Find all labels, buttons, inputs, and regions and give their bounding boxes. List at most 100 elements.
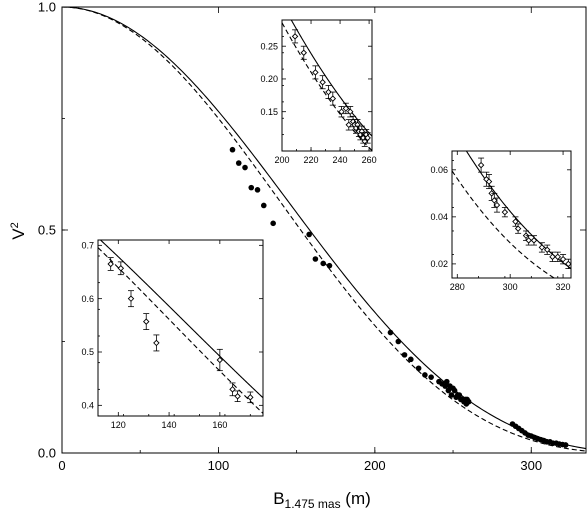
main-x-tick-label: 300 xyxy=(520,458,542,473)
main-data-point xyxy=(415,365,422,372)
inset-right-data-point xyxy=(565,260,572,268)
inset-right-data-point xyxy=(477,161,485,169)
inset-left-x-tick-label: 140 xyxy=(162,420,177,430)
main-data-point xyxy=(320,260,327,267)
inset-left-x-tick-label: 120 xyxy=(111,420,126,430)
inset-middle-data-point xyxy=(329,95,337,102)
inset-middle-y-tick-label: 0.20 xyxy=(260,74,278,84)
inset-right-data-point xyxy=(530,237,538,244)
main-model-curve-solid xyxy=(62,7,586,450)
inset-left-plot-frame xyxy=(97,239,264,417)
main-data-point xyxy=(326,262,333,269)
inset-middle-data-point xyxy=(345,121,353,129)
x-axis-title: B1.475 mas (m) xyxy=(273,489,371,511)
main-data-point xyxy=(254,187,261,193)
inset-right-y-tick-label: 0.02 xyxy=(430,259,448,269)
main-data-point xyxy=(270,220,276,227)
inset-right-data-point xyxy=(538,244,546,251)
main-data-point xyxy=(448,392,455,398)
main-data-point xyxy=(260,202,267,209)
inset-right-x-tick-label: 280 xyxy=(450,282,465,292)
inset-middle-data-point xyxy=(346,108,354,115)
inset-right-data-point xyxy=(493,201,501,209)
inset-right-data-point xyxy=(549,253,556,261)
inset-middle-data-point xyxy=(325,88,332,96)
inset-left-data-point xyxy=(247,394,254,401)
main-y-tick-label: 0.0 xyxy=(38,446,56,461)
main-data-point xyxy=(401,352,408,358)
inset-middle-data-point xyxy=(342,105,350,112)
inset-middle-y-tick-label: 0.15 xyxy=(260,107,278,117)
y-axis-title: V2 xyxy=(9,222,28,239)
x-axis-title-unit: (m) xyxy=(341,489,371,508)
inset-right-data-point xyxy=(559,255,567,263)
inset-right-data-point xyxy=(525,237,532,244)
inset-plot-left: 120 140 160 0.4 0.5 0.6 0.7 xyxy=(81,239,264,430)
inset-left-x-tick-label: 160 xyxy=(212,420,227,430)
main-data-point xyxy=(451,387,458,394)
inset-right-data-point xyxy=(485,178,493,185)
main-x-tick-label: 100 xyxy=(208,458,230,473)
inset-right-data-point xyxy=(514,225,522,232)
y-axis-title-superscript: 2 xyxy=(9,222,21,228)
inset-left-data-point xyxy=(127,295,135,302)
main-data-point xyxy=(312,256,319,262)
inset-right-model-curve-dashed xyxy=(452,170,556,278)
main-data-point xyxy=(428,374,434,380)
main-y-tick-label: 0.5 xyxy=(38,223,56,238)
main-x-tick-label: 200 xyxy=(364,458,386,473)
inset-right-y-tick-label: 0.04 xyxy=(430,212,448,222)
inset-middle-x-tick-label: 220 xyxy=(304,155,319,165)
inset-plot-right: 280 300 320 0.02 0.04 0.06 xyxy=(430,150,572,292)
inset-left-model-curve-dashed xyxy=(98,247,263,414)
inset-right-model-curve-solid xyxy=(465,151,571,270)
inset-left-model-curve-solid xyxy=(99,240,263,399)
main-data-point xyxy=(442,383,449,389)
inset-left-data-point xyxy=(107,260,114,268)
main-data-point xyxy=(395,338,402,345)
inset-left-data-point xyxy=(234,393,241,400)
main-data-point xyxy=(408,356,414,363)
inset-middle-data-point xyxy=(312,69,319,76)
main-data-point xyxy=(306,231,312,238)
inset-right-data-point xyxy=(554,253,562,261)
inset-left-data-point xyxy=(142,318,150,325)
inset-middle-data-point xyxy=(319,78,326,86)
inset-left-y-tick-label: 0.7 xyxy=(81,240,94,250)
inset-left-data-point xyxy=(117,265,125,272)
inset-right-x-tick-label: 300 xyxy=(503,282,518,292)
inset-middle-x-tick-label: 240 xyxy=(333,155,348,165)
inset-right-data-point xyxy=(501,208,509,216)
inset-plot-middle: 200 220 240 260 0.15 0.20 0.25 xyxy=(260,19,377,165)
main-x-tick-label: 0 xyxy=(58,458,65,473)
inset-left-data-point xyxy=(153,339,160,347)
inset-middle-x-tick-label: 260 xyxy=(362,155,377,165)
inset-middle-data-point xyxy=(291,33,299,40)
main-data-point xyxy=(387,329,394,336)
inset-middle-data-point xyxy=(338,108,345,115)
main-y-tick-label: 1.0 xyxy=(38,0,56,15)
inset-left-data-point xyxy=(229,386,236,393)
inset-middle-x-tick-label: 200 xyxy=(274,155,289,165)
main-data-point xyxy=(562,442,569,448)
main-data-point xyxy=(242,164,248,171)
inset-right-y-tick-label: 0.06 xyxy=(430,165,448,175)
inset-right-data-point xyxy=(543,246,551,254)
main-data-point xyxy=(235,160,242,166)
inset-middle-y-tick-label: 0.25 xyxy=(260,41,278,51)
inset-left-data-point xyxy=(216,356,224,364)
main-data-point xyxy=(445,387,452,394)
inset-left-y-tick-label: 0.5 xyxy=(81,347,94,357)
main-data-point xyxy=(229,146,236,153)
inset-left-y-tick-label: 0.6 xyxy=(81,294,94,304)
main-data-point xyxy=(465,398,472,405)
inset-left-y-tick-label: 0.4 xyxy=(81,400,94,410)
main-data-point xyxy=(248,184,255,191)
main-data-point xyxy=(456,392,463,398)
x-axis-title-subscript: 1.475 mas xyxy=(285,497,341,511)
inset-middle-data-point xyxy=(300,49,308,56)
inset-right-x-tick-label: 320 xyxy=(556,282,571,292)
main-data-point xyxy=(443,378,450,385)
inset-right-data-point xyxy=(491,197,498,204)
